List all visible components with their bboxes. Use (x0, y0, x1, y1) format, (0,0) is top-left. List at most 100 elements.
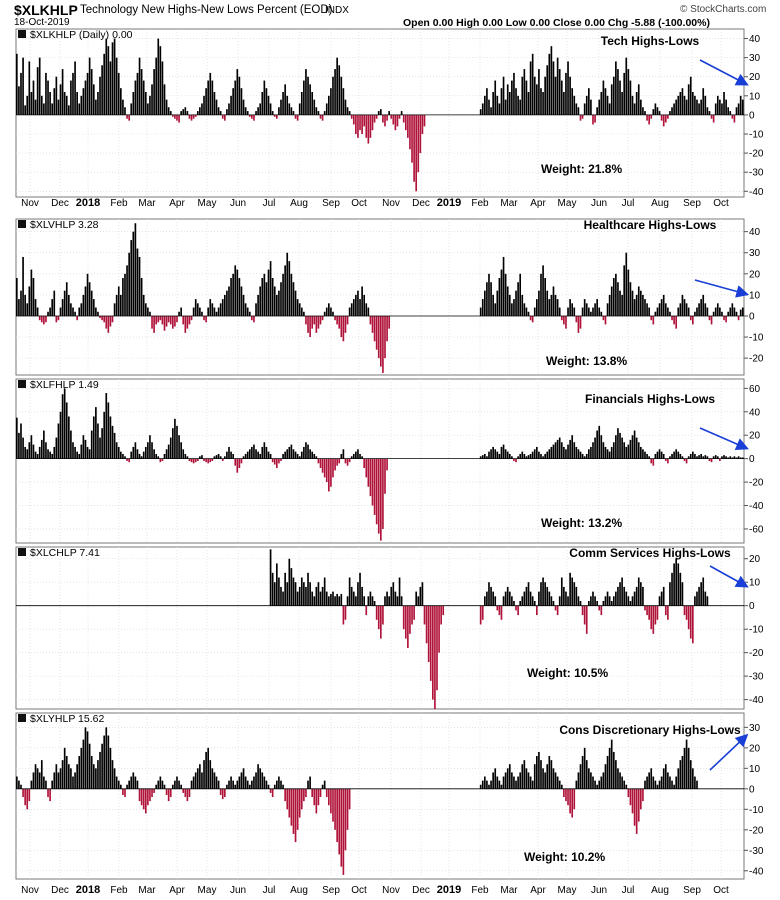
data-bar (685, 99, 688, 115)
data-bar (540, 582, 542, 606)
x-tick-label: 2019 (437, 197, 461, 209)
data-bar (479, 307, 482, 316)
data-bar (334, 788, 336, 830)
data-bar (74, 61, 76, 115)
data-bar (311, 788, 314, 798)
data-bar (550, 446, 553, 459)
data-bar (664, 303, 667, 316)
data-bar (138, 57, 141, 115)
data-bar (271, 278, 274, 316)
data-bar (380, 605, 382, 639)
data-bar (585, 760, 588, 789)
data-bar (696, 99, 698, 115)
data-bar (646, 303, 648, 316)
data-bar (117, 780, 120, 789)
data-bar (484, 596, 486, 606)
data-bar (683, 458, 686, 461)
data-bar (315, 788, 318, 814)
data-bar (348, 111, 351, 115)
x-tick-label: Feb (110, 885, 128, 896)
data-bar (490, 107, 492, 115)
x-tick-label: Dec (412, 885, 430, 896)
data-bar (340, 453, 343, 459)
data-bar (484, 453, 486, 459)
data-bar (652, 109, 655, 115)
data-bar (40, 95, 43, 115)
data-bar (307, 444, 309, 459)
data-bar (196, 458, 199, 461)
data-bar (615, 61, 617, 115)
data-bar (363, 458, 366, 469)
data-bar (309, 449, 311, 459)
data-bar (542, 577, 544, 606)
data-bar (172, 114, 174, 117)
data-bar (352, 453, 355, 459)
data-bar (298, 303, 301, 316)
data-bar (400, 111, 403, 115)
data-bar (648, 307, 650, 316)
data-bar (598, 307, 601, 316)
data-bar (375, 605, 378, 620)
data-bar (63, 290, 66, 316)
data-bar (88, 743, 91, 789)
data-bar (174, 780, 176, 789)
data-bar (234, 784, 237, 789)
data-bar (51, 780, 54, 789)
data-bar (375, 114, 378, 119)
data-bar (396, 596, 399, 606)
data-bar (251, 780, 253, 789)
data-bar (236, 458, 239, 473)
data-bar (637, 577, 640, 606)
data-bar (296, 788, 299, 830)
data-bar (660, 776, 663, 789)
data-bar (232, 88, 234, 115)
data-bar (271, 111, 274, 115)
data-bar (708, 111, 711, 115)
data-bar (558, 780, 561, 789)
y-tick-label: -20 (749, 648, 764, 659)
x-tick-label: Feb (471, 885, 489, 896)
data-bar (596, 430, 598, 459)
data-bar (90, 430, 93, 459)
brand-logo: © StockCharts.com (680, 4, 767, 15)
data-bar (662, 768, 665, 789)
data-bar (519, 99, 522, 115)
data-bar (82, 435, 85, 459)
data-bar (677, 451, 680, 459)
data-bar (642, 294, 644, 316)
data-bar (219, 788, 222, 795)
data-bar (721, 456, 723, 459)
data-bar (612, 76, 615, 115)
panel-title: Cons Discretionary Highs-Lows (559, 723, 741, 737)
data-bar (34, 764, 37, 789)
data-bar (513, 299, 515, 316)
data-bar (569, 572, 571, 606)
data-bar (107, 315, 110, 333)
data-bar (259, 103, 262, 115)
data-bar (192, 458, 195, 464)
data-bar (134, 223, 137, 316)
data-bar (192, 114, 195, 119)
data-bar (492, 446, 494, 459)
data-bar (292, 788, 295, 834)
data-bar (122, 278, 124, 316)
data-bar (68, 416, 70, 459)
data-bar (373, 601, 376, 606)
data-bar (246, 780, 249, 789)
data-bar (224, 456, 226, 459)
data-bar (280, 99, 282, 115)
data-bar (365, 605, 368, 616)
data-bar (560, 577, 563, 606)
data-bar (689, 605, 692, 639)
data-bar (712, 456, 715, 459)
x-tick-label: Oct (713, 885, 729, 896)
data-bar (59, 411, 62, 459)
data-bar (685, 458, 688, 464)
data-bar (132, 231, 135, 316)
data-bar (523, 760, 526, 789)
data-bar (95, 307, 97, 316)
data-bar (334, 458, 336, 471)
data-bar (602, 442, 605, 459)
data-bar (246, 307, 249, 316)
